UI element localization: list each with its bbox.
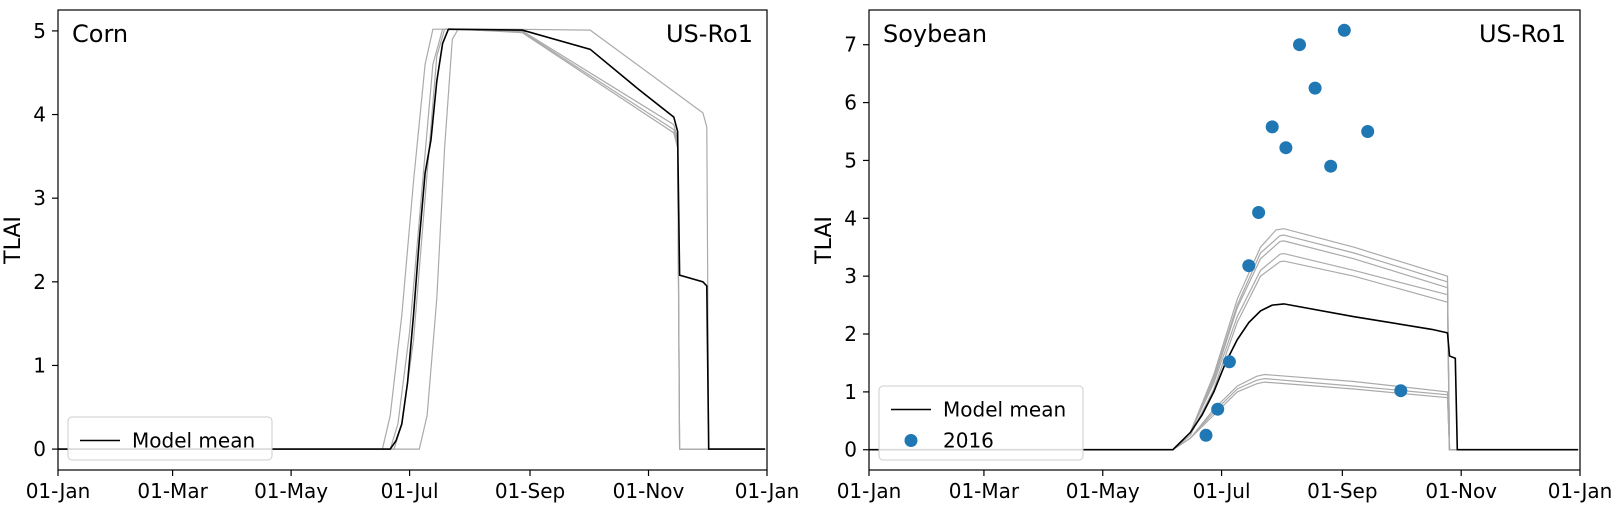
observation-point-1 bbox=[1199, 428, 1213, 442]
legend-label: 2016 bbox=[943, 429, 994, 453]
y-axis-label: TLAI bbox=[1, 216, 26, 265]
x-tick-label: 01-May bbox=[254, 479, 328, 503]
x-tick-label: 01-Jan bbox=[1548, 479, 1613, 503]
corn-panel: 01-Jan 01-Mar 01-May 01-Jul 01-Sep 01-Nov 01-J… bbox=[1, 9, 800, 503]
y-tick-label: 5 bbox=[33, 19, 46, 43]
ensemble-member-line-5 bbox=[869, 260, 1579, 451]
y-tick-label: 5 bbox=[844, 148, 857, 172]
axes-frame bbox=[57, 9, 768, 471]
y-tick-label: 6 bbox=[844, 91, 857, 115]
legend-box bbox=[67, 416, 273, 461]
panel-title: Corn bbox=[72, 20, 128, 48]
ensemble-member-line-4 bbox=[58, 28, 766, 450]
legend: Model mean bbox=[67, 416, 273, 461]
observation-point-5 bbox=[1252, 206, 1266, 219]
y-tick-label: 3 bbox=[844, 264, 857, 288]
y-axis-label: TLAI bbox=[812, 216, 837, 265]
x-tick-label: 01-Sep bbox=[1307, 479, 1377, 503]
x-tick-label: 01-Mar bbox=[949, 479, 1020, 503]
y-tick-label: 1 bbox=[33, 353, 46, 377]
y-tick-label: 0 bbox=[33, 437, 46, 461]
observation-point-8 bbox=[1293, 38, 1306, 52]
plot-area bbox=[58, 28, 766, 450]
y-tick-label: 2 bbox=[844, 322, 857, 346]
legend: Model mean 2016 bbox=[878, 385, 1084, 461]
x-tick-label: 01-Nov bbox=[1425, 479, 1497, 503]
legend-label: Model mean bbox=[132, 429, 255, 453]
observation-point-6 bbox=[1265, 120, 1279, 134]
observation-point-9 bbox=[1308, 81, 1322, 95]
site-label: US-Ro1 bbox=[666, 20, 753, 48]
ensemble-member-line-8 bbox=[869, 381, 1579, 451]
soybean-panel: 01-Jan 01-Mar 01-May 01-Jul 01-Sep 01-Nov 01-J… bbox=[812, 9, 1613, 503]
observation-point-10 bbox=[1324, 159, 1338, 173]
x-tick-label: 01-Jan bbox=[837, 479, 902, 503]
legend-marker-swatch bbox=[904, 434, 918, 447]
observation-point-3 bbox=[1222, 355, 1236, 369]
y-tick-label: 4 bbox=[844, 206, 857, 230]
model-mean-line bbox=[869, 303, 1579, 451]
plot-area bbox=[869, 23, 1579, 451]
x-tick-label: 01-Jan bbox=[26, 479, 91, 503]
model-mean-line bbox=[58, 28, 766, 450]
observation-point-13 bbox=[1394, 384, 1408, 398]
y-tick-label: 7 bbox=[844, 33, 857, 57]
x-tick-label: 01-Jul bbox=[1193, 479, 1251, 503]
x-tick-label: 01-Jul bbox=[381, 479, 439, 503]
axes-frame bbox=[868, 9, 1581, 471]
observation-point-4 bbox=[1242, 259, 1256, 273]
y-tick-label: 4 bbox=[33, 103, 46, 127]
y-tick-label: 0 bbox=[844, 438, 857, 462]
legend-box bbox=[878, 385, 1084, 461]
x-tick-label: 01-Jan bbox=[735, 479, 800, 503]
site-label: US-Ro1 bbox=[1479, 20, 1566, 48]
panel-title: Soybean bbox=[883, 20, 987, 48]
legend-label: Model mean bbox=[943, 398, 1066, 422]
ensemble-member-line-1 bbox=[58, 28, 766, 450]
y-tick-label: 1 bbox=[844, 380, 857, 404]
ensemble-member-line-3 bbox=[58, 28, 766, 450]
observation-point-7 bbox=[1279, 141, 1293, 155]
x-tick-label: 01-Mar bbox=[137, 479, 208, 503]
x-tick-label: 01-Nov bbox=[613, 479, 685, 503]
observation-point-12 bbox=[1361, 125, 1375, 138]
ensemble-member-line-2 bbox=[58, 28, 766, 450]
observation-point-2 bbox=[1211, 402, 1225, 416]
x-tick-label: 01-May bbox=[1066, 479, 1140, 503]
y-tick-label: 3 bbox=[33, 186, 46, 210]
x-tick-label: 01-Sep bbox=[495, 479, 565, 503]
y-tick-label: 2 bbox=[33, 270, 46, 294]
observation-point-11 bbox=[1337, 23, 1351, 37]
